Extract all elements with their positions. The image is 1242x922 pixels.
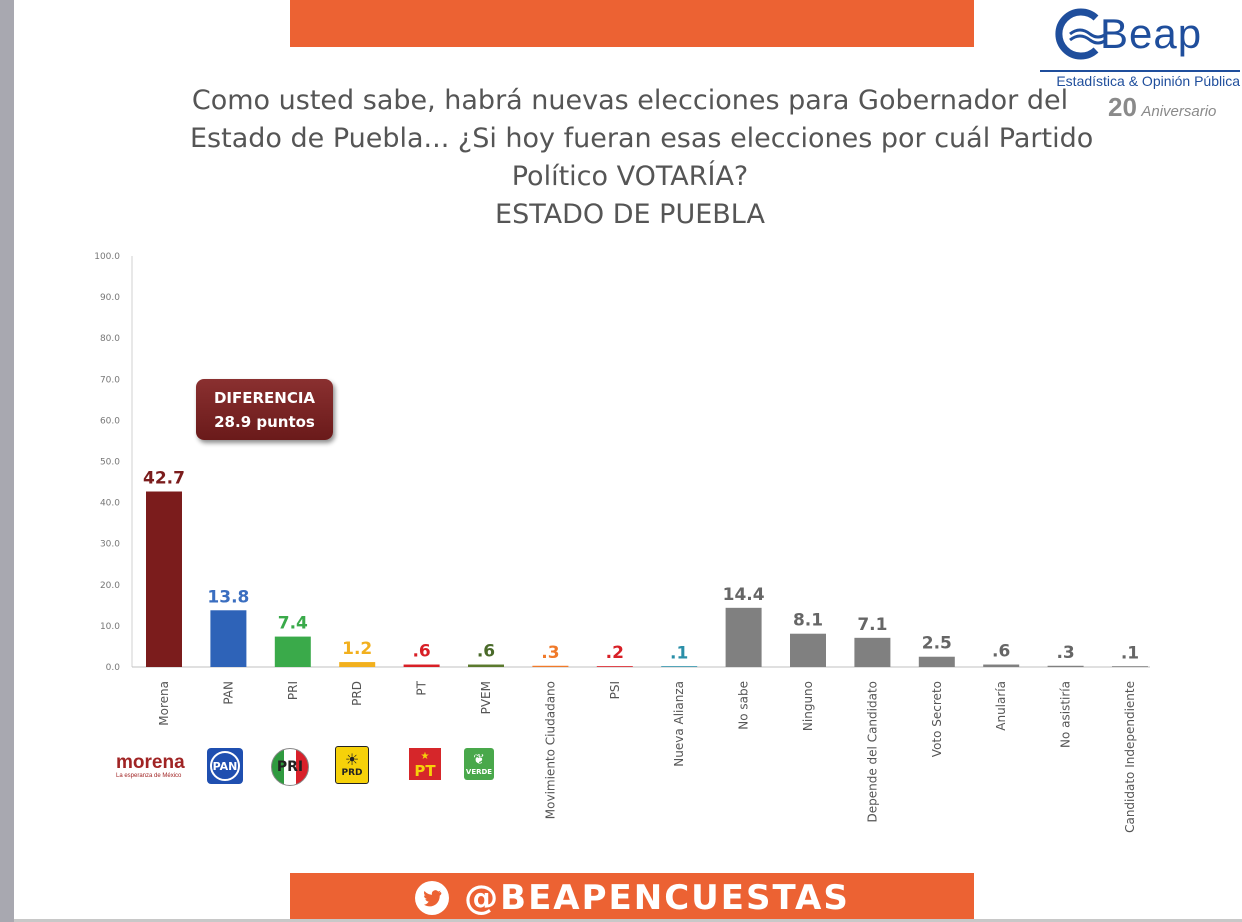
beap-swirl-icon xyxy=(1055,8,1107,60)
logo-subtitle: Estadística & Opinión Pública xyxy=(1040,70,1240,89)
chart-title: Como usted sabe, habrá nuevas elecciones… xyxy=(190,82,1094,234)
y-tick-label: 40.0 xyxy=(100,499,120,509)
bar xyxy=(468,664,504,667)
pan-logo: PAN xyxy=(207,748,243,784)
bottom-banner: @BEAPENCUESTAS xyxy=(290,873,974,922)
title-line: Como usted sabe, habrá nuevas elecciones… xyxy=(191,85,1069,116)
y-tick-label: 10.0 xyxy=(100,622,120,632)
data-label: .6 xyxy=(477,642,495,662)
morena-logo: morena La esperanza de México xyxy=(116,752,196,784)
top-banner xyxy=(290,0,974,47)
x-category-label: PSI xyxy=(608,681,622,699)
y-tick-label: 50.0 xyxy=(100,458,120,468)
data-label: 7.4 xyxy=(278,614,308,634)
title-line: ESTADO DE PUEBLA xyxy=(495,199,765,230)
y-tick-label: 30.0 xyxy=(100,540,120,550)
y-tick-label: 0.0 xyxy=(106,663,121,673)
data-label: .1 xyxy=(1121,644,1139,664)
prd-sun-icon: ☀ xyxy=(344,750,360,769)
logo-wordmark: Beap xyxy=(1100,10,1203,57)
x-category-label: No sabe xyxy=(737,681,751,730)
pri-logo: PRI xyxy=(271,748,309,786)
data-label: .6 xyxy=(992,642,1010,662)
twitter-handle[interactable]: @BEAPENCUESTAS xyxy=(464,877,850,918)
bar xyxy=(661,666,698,667)
data-label: 2.5 xyxy=(922,634,952,654)
bottom-divider xyxy=(14,919,1242,922)
x-category-label: Nueva Alianza xyxy=(672,681,686,767)
twitter-bird-icon[interactable] xyxy=(414,880,450,916)
x-category-label: Candidato Independiente xyxy=(1123,681,1137,833)
bar xyxy=(403,664,440,667)
data-label: 8.1 xyxy=(793,611,823,631)
bar xyxy=(596,666,633,667)
verde-toucan-icon: ❦ xyxy=(473,752,485,768)
data-label: 42.7 xyxy=(143,469,185,489)
pri-logo-text: PRI xyxy=(276,759,304,775)
morena-logo-text: morena xyxy=(116,752,185,773)
bar xyxy=(725,607,762,667)
data-label: 1.2 xyxy=(342,639,372,659)
title-line: Político VOTARÍA? xyxy=(511,161,749,192)
bar xyxy=(274,636,311,667)
bar xyxy=(790,633,826,667)
x-category-label: No asistiría xyxy=(1059,681,1073,748)
data-label: 14.4 xyxy=(723,585,765,605)
data-label: .2 xyxy=(606,643,624,663)
anniversary-text: Aniversario xyxy=(1141,103,1217,120)
callout-line2: 28.9 puntos xyxy=(214,412,315,431)
anniversary-number: 20 xyxy=(1108,92,1137,122)
bar xyxy=(339,662,376,667)
data-label: .3 xyxy=(541,643,559,663)
pt-logo: ★ PT xyxy=(409,748,441,780)
verde-logo-text: VERDE xyxy=(465,768,493,776)
pan-logo-text: PAN xyxy=(210,751,240,781)
morena-tagline: La esperanza de México xyxy=(116,773,182,779)
difference-callout: DIFERENCIA 28.9 puntos xyxy=(196,379,333,440)
y-tick-label: 80.0 xyxy=(100,334,120,344)
x-category-label: PRD xyxy=(350,681,364,706)
bar xyxy=(532,665,569,667)
x-category-label: Anularía xyxy=(994,681,1008,731)
prd-logo: ☀ PRD xyxy=(335,746,369,784)
data-label: .1 xyxy=(670,644,688,664)
pt-star-icon: ★ xyxy=(420,751,430,762)
bar xyxy=(1047,665,1084,667)
beap-logo: Beap Estadística & Opinión Pública 20 An… xyxy=(1040,4,1240,124)
bar xyxy=(1112,666,1148,667)
y-tick-label: 60.0 xyxy=(100,416,120,426)
verde-logo: ❦ VERDE xyxy=(464,748,494,780)
x-category-label: PRI xyxy=(286,681,300,700)
x-category-label: Ninguno xyxy=(801,681,815,731)
y-tick-label: 90.0 xyxy=(100,293,120,303)
y-tick-label: 100.0 xyxy=(94,252,120,262)
data-label: 7.1 xyxy=(857,615,887,635)
callout-line1: DIFERENCIA xyxy=(213,388,316,407)
x-category-label: PVEM xyxy=(479,681,493,714)
data-label: 13.8 xyxy=(207,587,249,607)
prd-logo-text: PRD xyxy=(341,768,363,778)
x-category-label: PT xyxy=(415,680,429,695)
data-label: .3 xyxy=(1056,643,1074,663)
x-category-label: Voto Secreto xyxy=(930,681,944,757)
y-tick-label: 20.0 xyxy=(100,581,120,591)
bar xyxy=(210,610,247,667)
bar xyxy=(854,637,891,667)
data-label: .6 xyxy=(412,642,430,662)
logo-anniversary: 20 Aniversario xyxy=(1108,92,1216,123)
title-line: Estado de Puebla... ¿Si hoy fueran esas … xyxy=(190,123,1094,154)
bar xyxy=(983,664,1020,667)
x-category-label: Movimiento Ciudadano xyxy=(543,681,557,819)
left-edge-strip xyxy=(0,0,14,922)
x-category-label: Depende del Candidato xyxy=(865,681,879,823)
bar xyxy=(146,491,182,667)
x-category-label: PAN xyxy=(221,681,235,705)
x-category-label: Morena xyxy=(157,681,171,726)
bar xyxy=(918,656,955,667)
pt-logo-text: PT xyxy=(414,762,436,780)
y-tick-label: 70.0 xyxy=(100,375,120,385)
